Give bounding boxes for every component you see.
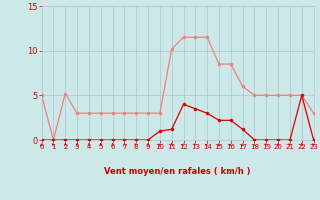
X-axis label: Vent moyen/en rafales ( km/h ): Vent moyen/en rafales ( km/h ) bbox=[104, 167, 251, 176]
